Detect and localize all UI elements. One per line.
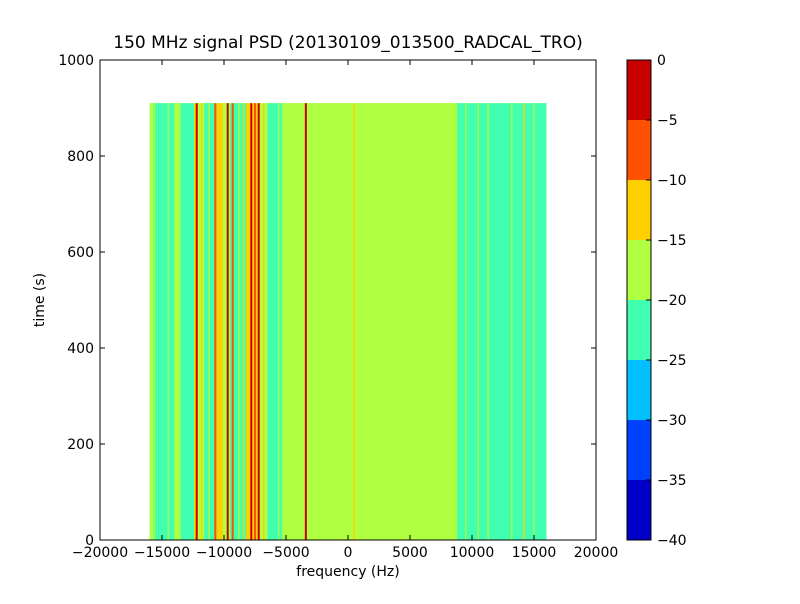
y-axis: 0 200 400 600 800 1000	[58, 53, 596, 549]
psd-line	[167, 103, 169, 540]
plot-area	[99, 59, 597, 541]
y-tick-label: 600	[67, 245, 94, 261]
psd-line	[254, 103, 256, 540]
colorbar: −40 −35 −30 −25 −20 −15 −10 −5 0	[626, 53, 687, 549]
psd-line	[353, 103, 355, 540]
x-tick-label: −5000	[262, 545, 309, 561]
colorbar-tick-label: −25	[657, 353, 687, 369]
psd-band	[174, 103, 181, 540]
psd-line	[304, 103, 307, 540]
psd-band	[222, 103, 231, 540]
psd-line	[257, 103, 260, 540]
psd-line	[262, 103, 265, 540]
psd-band	[300, 103, 429, 540]
psd-line	[226, 103, 229, 540]
colorbar-tick-label: −15	[657, 233, 687, 249]
y-tick-label: 1000	[58, 53, 94, 69]
psd-line	[434, 103, 436, 540]
psd-band	[515, 103, 547, 540]
y-tick-label: 200	[67, 437, 94, 453]
psd-line	[441, 103, 443, 540]
psd-line	[195, 103, 198, 540]
psd-line	[219, 103, 221, 540]
y-tick-label: 0	[85, 533, 94, 549]
x-tick-label: 20000	[574, 545, 619, 561]
colorbar-segment	[627, 240, 651, 300]
psd-line	[277, 103, 280, 540]
psd-line	[533, 103, 535, 540]
chart-title: 150 MHz signal PSD (20130109_013500_RADC…	[113, 33, 582, 53]
colorbar-segment	[627, 60, 651, 120]
colorbar-segment	[627, 120, 651, 180]
colorbar-segment	[627, 180, 651, 240]
colorbar-segment	[627, 420, 651, 480]
psd-band	[267, 103, 283, 540]
psd-line	[250, 103, 253, 540]
colorbar-tick-label: −20	[657, 293, 687, 309]
psd-line	[231, 103, 234, 540]
x-tick-label: 15000	[512, 545, 557, 561]
psd-line	[238, 103, 240, 540]
psd-band	[282, 103, 301, 540]
psd-band	[180, 103, 195, 540]
colorbar-tick-label: 0	[657, 53, 666, 69]
colorbar-segment	[627, 360, 651, 420]
psd-line	[477, 103, 479, 540]
y-axis-label: time (s)	[32, 273, 48, 327]
psd-line	[487, 103, 489, 540]
x-tick-label: −10000	[196, 545, 252, 561]
psd-line	[153, 103, 156, 540]
colorbar-tick-label: −35	[657, 473, 687, 489]
psd-band	[153, 103, 175, 540]
psd-line	[378, 103, 380, 540]
x-tick-label: −20000	[72, 545, 128, 561]
psd-line	[214, 103, 217, 540]
x-tick-label: 0	[344, 545, 353, 561]
psd-band	[257, 103, 268, 540]
x-axis-label: frequency (Hz)	[296, 564, 399, 580]
y-tick-label: 400	[67, 341, 94, 357]
psd-line	[208, 103, 210, 540]
psd-line	[510, 103, 513, 540]
colorbar-segment	[627, 480, 651, 540]
x-tick-label: −15000	[134, 545, 190, 561]
psd-band	[149, 103, 154, 540]
colorbar-tick-label: −40	[657, 533, 687, 549]
colorbar-tick-label: −30	[657, 413, 687, 429]
psd-line	[292, 103, 295, 540]
colorbar-segment	[627, 300, 651, 360]
x-tick-label: 5000	[392, 545, 428, 561]
colorbar-tick-label: −5	[657, 113, 678, 129]
psd-band	[204, 103, 217, 540]
psd-line	[465, 103, 467, 540]
psd-line	[200, 103, 203, 540]
psd-line	[243, 103, 245, 540]
x-axis: −20000 −15000 −10000 −5000 0 5000 10000 15000 20…	[72, 60, 618, 561]
x-tick-label: 10000	[450, 545, 495, 561]
psd-band	[457, 103, 485, 540]
psd-line	[523, 103, 525, 540]
psd-band	[484, 103, 516, 540]
y-tick-label: 800	[67, 149, 94, 165]
colorbar-tick-label: −10	[657, 173, 687, 189]
